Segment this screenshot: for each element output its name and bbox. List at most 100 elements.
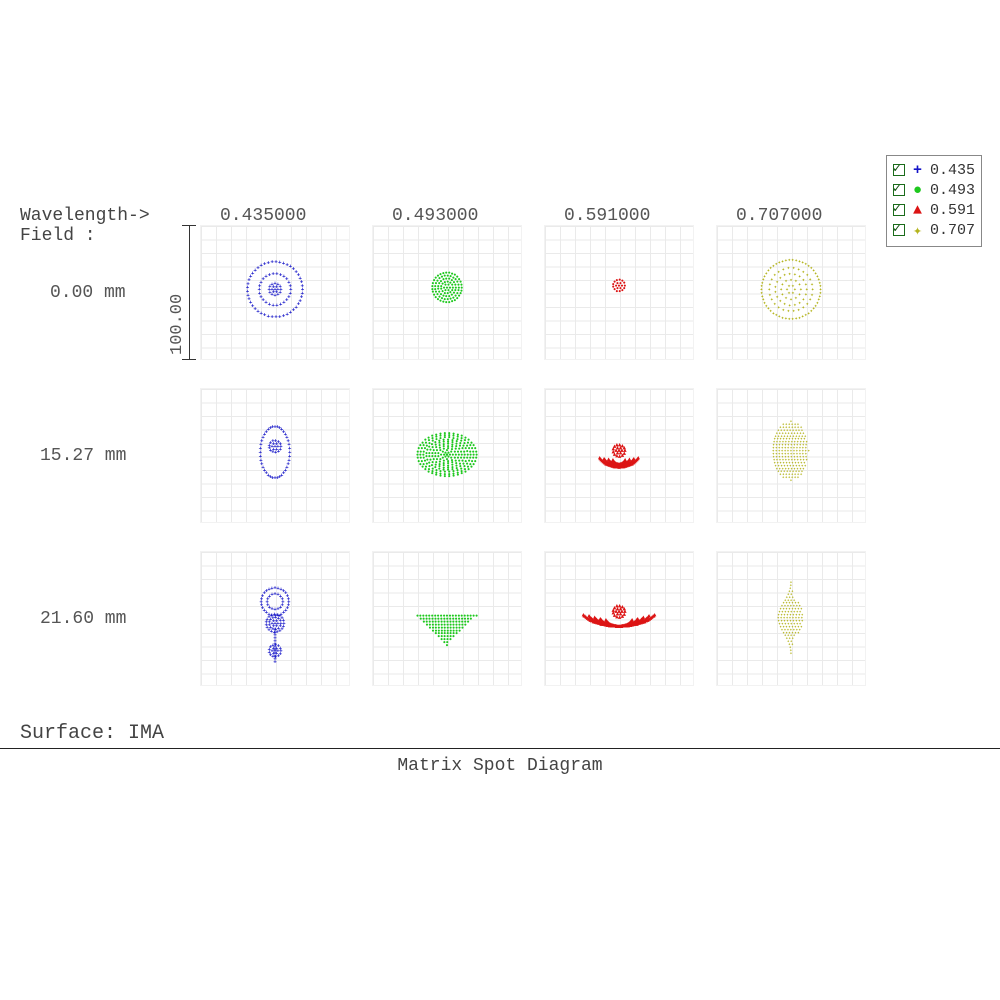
svg-text:✦: ✦	[819, 283, 823, 290]
spot-cell-1-3: ✦✦✦✦✦✦✦✦✦✦✦✦✦✦✦✦✦✦✦✦✦✦✦✦✦✦✦✦✦✦✦✦✦✦✦✦✦✦✦✦…	[716, 388, 866, 523]
svg-text:+: +	[270, 314, 274, 321]
svg-text:●: ●	[458, 629, 461, 634]
svg-text:●: ●	[442, 300, 445, 305]
svg-text:+: +	[275, 284, 279, 291]
legend-checkbox-0[interactable]	[893, 164, 905, 176]
svg-text:●: ●	[448, 300, 451, 305]
svg-text:●: ●	[448, 475, 451, 480]
spot-cell-2-0: ++++++++++++++++++++++++++++++++++++++++…	[200, 551, 350, 686]
spot-cell-1-1: ●●●●●●●●●●●●●●●●●●●●●●●●●●●●●●●●●●●●●●●●…	[372, 388, 522, 523]
row-label-1: 15.27 mm	[40, 446, 126, 466]
svg-text:✦: ✦	[797, 266, 801, 273]
svg-text:+: +	[282, 617, 286, 624]
legend-checkbox-3[interactable]	[893, 224, 905, 236]
svg-text:✦: ✦	[802, 304, 806, 311]
legend-marker-0: +	[911, 162, 924, 179]
svg-text:+: +	[282, 299, 286, 306]
svg-text:●: ●	[445, 301, 448, 306]
legend-marker-1: ●	[911, 182, 924, 199]
row-label-2: 21.60 mm	[40, 609, 126, 629]
svg-text:+: +	[281, 595, 285, 602]
legend-row-1[interactable]: ● 0.493	[893, 180, 975, 200]
wavelength-axis-label: Wavelength->	[20, 206, 150, 226]
svg-text:●: ●	[470, 465, 473, 470]
svg-text:+: +	[271, 302, 275, 309]
svg-text:+: +	[301, 282, 305, 289]
svg-text:▲: ▲	[598, 455, 602, 462]
svg-text:✦: ✦	[801, 313, 805, 320]
svg-text:●: ●	[469, 617, 472, 622]
legend-label-1: 0.493	[930, 182, 975, 199]
svg-text:+: +	[275, 302, 279, 309]
svg-text:▲: ▲	[587, 613, 591, 620]
svg-text:●: ●	[443, 431, 446, 436]
svg-text:▲: ▲	[598, 615, 602, 622]
svg-text:✦: ✦	[787, 265, 791, 272]
svg-text:✦: ✦	[797, 476, 800, 481]
svg-text:●: ●	[452, 474, 455, 479]
svg-text:●: ●	[461, 626, 464, 631]
svg-text:▲: ▲	[602, 455, 606, 462]
svg-text:●: ●	[424, 468, 427, 473]
svg-text:+: +	[289, 309, 293, 316]
svg-text:●: ●	[435, 433, 438, 438]
spot-cell-1-0: ++++++++++++++++++++++++++++++++++++++++…	[200, 388, 350, 523]
svg-text:+: +	[282, 312, 286, 319]
svg-text:✦: ✦	[790, 651, 793, 656]
legend-marker-2: ▲	[911, 202, 924, 219]
svg-text:✦: ✦	[788, 316, 792, 323]
spot-cell-2-2: ▲▲▲▲▲▲▲▲▲▲▲▲▲▲▲▲▲▲▲▲▲▲▲▲▲▲▲▲▲▲▲▲▲▲▲▲▲▲▲▲…	[544, 551, 694, 686]
svg-text:●: ●	[621, 289, 624, 294]
legend-label-2: 0.591	[930, 202, 975, 219]
svg-text:●: ●	[431, 434, 434, 439]
svg-text:+: +	[271, 424, 275, 431]
svg-text:✦: ✦	[797, 306, 801, 313]
legend-checkbox-2[interactable]	[893, 204, 905, 216]
spot-cell-0-0: ++++++++++++++++++++++++++++++++++++++++…	[200, 225, 350, 360]
legend-row-3[interactable]: ✦ 0.707	[893, 220, 975, 240]
svg-text:✦: ✦	[778, 313, 782, 320]
legend-row-0[interactable]: + 0.435	[893, 160, 975, 180]
svg-text:+: +	[263, 312, 267, 319]
svg-text:●: ●	[460, 434, 463, 439]
svg-text:✦: ✦	[781, 314, 785, 321]
svg-text:+: +	[278, 313, 282, 320]
svg-text:▲: ▲	[604, 617, 608, 624]
svg-text:▲: ▲	[582, 611, 586, 618]
svg-text:●: ●	[439, 299, 442, 304]
svg-text:●: ●	[446, 644, 449, 649]
diagram-title: Matrix Spot Diagram	[0, 756, 1000, 776]
svg-text:✦: ✦	[782, 306, 786, 313]
svg-text:●: ●	[475, 614, 478, 619]
svg-text:●: ●	[431, 472, 434, 477]
svg-text:●: ●	[623, 281, 626, 286]
col-header-3: 0.707000	[736, 206, 822, 226]
svg-text:+: +	[285, 311, 289, 318]
svg-text:●: ●	[453, 298, 456, 303]
svg-text:✦: ✦	[800, 473, 803, 478]
svg-text:●: ●	[448, 431, 451, 436]
svg-text:●: ●	[464, 623, 467, 628]
svg-text:+: +	[287, 595, 291, 602]
svg-text:●: ●	[467, 468, 470, 473]
svg-text:●: ●	[452, 635, 455, 640]
svg-text:✦: ✦	[791, 316, 795, 323]
svg-text:●: ●	[456, 473, 459, 478]
svg-text:●: ●	[451, 300, 454, 305]
svg-text:✦: ✦	[773, 300, 777, 307]
spot-cell-1-2: ▲▲▲▲▲▲▲▲▲▲▲▲▲▲▲▲▲▲▲▲▲▲▲▲▲▲▲▲▲▲▲▲▲▲▲▲▲▲▲▲…	[544, 388, 694, 523]
spot-cell-2-1: ●●●●●●●●●●●●●●●●●●●●●●●●●●●●●●●●●●●●●●●●…	[372, 551, 522, 686]
legend-row-2[interactable]: ▲ 0.591	[893, 200, 975, 220]
svg-text:●: ●	[456, 433, 459, 438]
svg-text:✦: ✦	[784, 315, 788, 322]
svg-text:✦: ✦	[787, 308, 791, 315]
svg-text:✦: ✦	[777, 304, 781, 311]
legend-label-3: 0.707	[930, 222, 975, 239]
divider-line	[0, 748, 1000, 749]
legend-marker-3: ✦	[911, 221, 924, 240]
legend-checkbox-1[interactable]	[893, 184, 905, 196]
spot-cell-0-3: ✦✦✦✦✦✦✦✦✦✦✦✦✦✦✦✦✦✦✦✦✦✦✦✦✦✦✦✦✦✦✦✦✦✦✦✦✦✦✦✦…	[716, 225, 866, 360]
svg-text:●: ●	[460, 472, 463, 477]
scale-bar-value: 100.00	[168, 294, 187, 355]
row-label-0: 0.00 mm	[50, 283, 126, 303]
